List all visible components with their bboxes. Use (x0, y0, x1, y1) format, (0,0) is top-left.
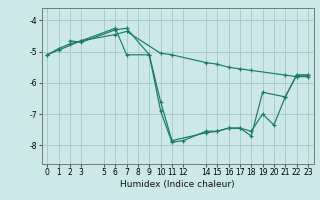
X-axis label: Humidex (Indice chaleur): Humidex (Indice chaleur) (120, 180, 235, 189)
